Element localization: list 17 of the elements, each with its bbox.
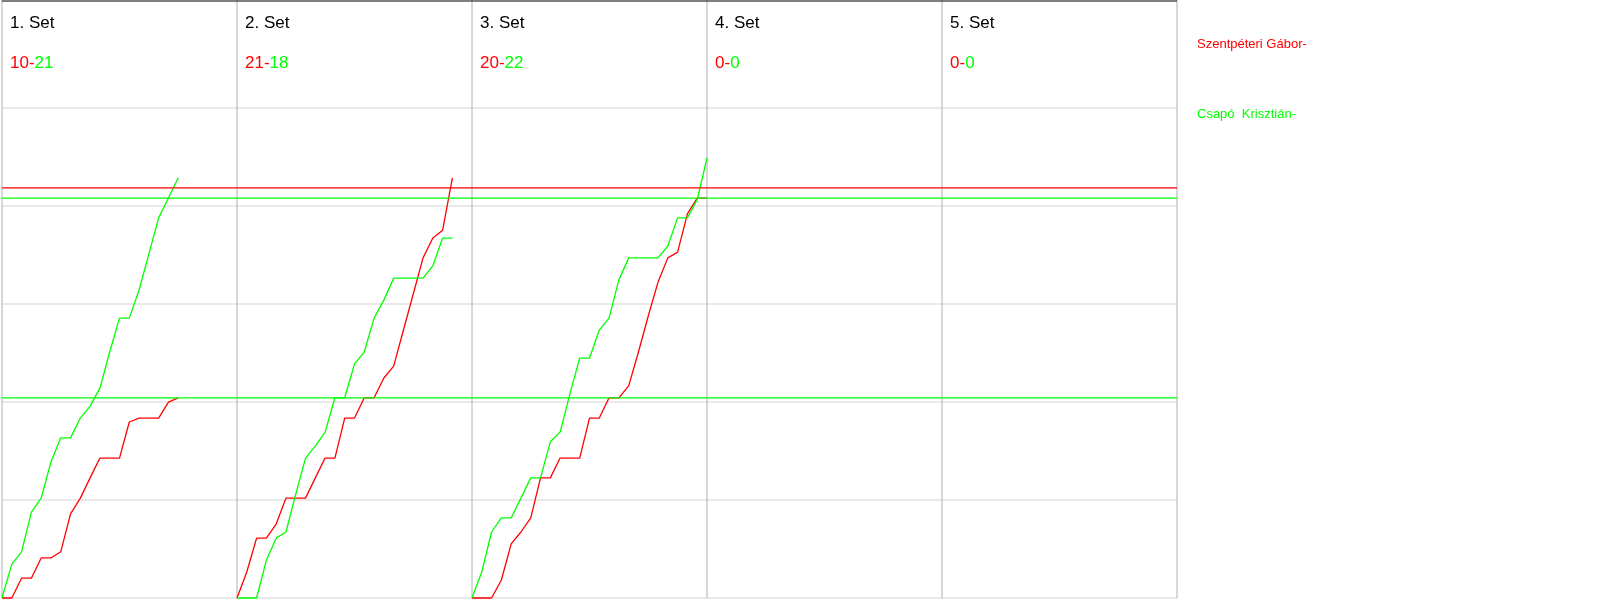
- text: 0: [730, 53, 740, 72]
- text: 20-: [480, 53, 505, 72]
- text: 1. Set: [10, 13, 55, 32]
- text: Szentpéteri Gábor-: [1197, 36, 1307, 51]
- text: 5. Set: [950, 13, 995, 32]
- text: 21-: [245, 53, 270, 72]
- text: 0-: [715, 53, 731, 72]
- text: 2. Set: [245, 13, 290, 32]
- text: 0-: [950, 53, 966, 72]
- text: 0: [965, 53, 975, 72]
- text: 4. Set: [715, 13, 760, 32]
- text: 21: [34, 53, 54, 72]
- text: 22: [504, 53, 524, 72]
- text: 10-: [10, 53, 35, 72]
- text: 18: [269, 53, 289, 72]
- text: 3. Set: [480, 13, 525, 32]
- text: Csapó Krisztián-: [1197, 106, 1296, 121]
